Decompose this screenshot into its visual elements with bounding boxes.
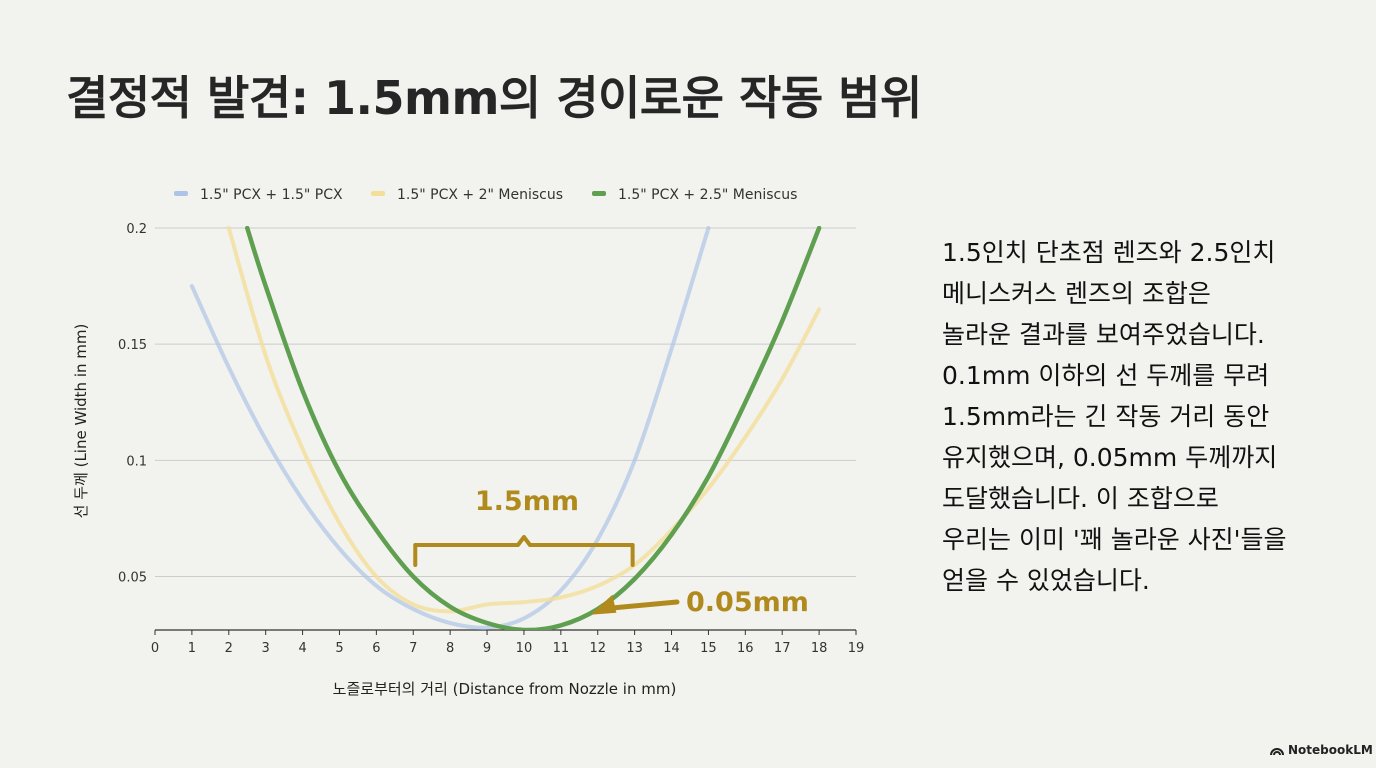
series-pcx-2-meniscus-line (226, 226, 822, 614)
description-line: 1.5인치 단초점 렌즈와 2.5인치 (942, 238, 1276, 267)
page-title: 결정적 발견: 1.5mm의 경이로운 작동 범위 (66, 71, 922, 125)
legend-item: 1.5" PCX + 2.5" Meniscus (592, 187, 797, 203)
range-label: 1.5mm (475, 486, 579, 517)
description-line: 놀라운 결과를 보여주었습니다. (942, 320, 1265, 349)
y-tick-label: 0.15 (118, 338, 147, 353)
x-tick-label: 6 (372, 641, 380, 656)
x-tick-label: 3 (262, 641, 270, 656)
legend-label: 1.5" PCX + 1.5" PCX (200, 187, 343, 203)
x-tick-label: 11 (553, 641, 570, 656)
legend-item: 1.5" PCX + 2" Meniscus (371, 187, 563, 203)
range-bracket (413, 535, 635, 567)
min-label: 0.05mm (686, 587, 809, 618)
series-pcx-25-meniscus-line (244, 226, 822, 630)
x-tick-label: 17 (774, 641, 791, 656)
chart-legend: 1.5" PCX + 1.5" PCX 1.5" PCX + 2" Meniscu… (174, 187, 797, 203)
x-tick-label: 0 (151, 641, 159, 656)
description-line: 유지했으며, 0.05mm 두께까지 (942, 443, 1278, 472)
legend-swatch (592, 191, 606, 196)
chart-grid (155, 227, 856, 578)
y-axis-title: 선 두께 (Line Width in mm) (72, 324, 90, 519)
y-tick-label: 0.1 (126, 454, 147, 469)
x-tick-label: 5 (335, 641, 343, 656)
description-line: 메니스커스 렌즈의 조합은 (942, 279, 1211, 308)
legend-swatch (371, 191, 385, 196)
x-tick-label: 18 (811, 641, 828, 656)
y-tick-label: 0.05 (118, 571, 147, 586)
description-line: 얻을 수 있었습니다. (942, 566, 1150, 595)
brand-label: NotebookLM (1288, 743, 1373, 757)
chart-plot-area (189, 226, 822, 630)
brand-watermark: NotebookLM (1270, 743, 1373, 757)
x-tick-label: 13 (626, 641, 643, 656)
x-tick-label: 4 (298, 641, 306, 656)
x-axis-title: 노즐로부터의 거리 (Distance from Nozzle in mm) (333, 680, 677, 698)
description-line: 도달했습니다. 이 조합으로 (942, 484, 1219, 513)
legend-swatch (174, 191, 188, 196)
legend-label: 1.5" PCX + 2" Meniscus (397, 187, 563, 203)
chart-annotations: 1.5mm 0.05mm (413, 486, 809, 618)
description-line: 0.1mm 이하의 선 두께를 무려 (942, 361, 1270, 390)
y-tick-label: 0.2 (126, 222, 147, 237)
x-tick-label: 8 (446, 641, 454, 656)
series-pcx-pcx-line (189, 226, 711, 630)
description-line: 1.5mm라는 긴 작동 거리 동안 (942, 402, 1270, 431)
x-tick-label: 15 (700, 641, 717, 656)
line-chart: 1.5" PCX + 1.5" PCX 1.5" PCX + 2" Meniscu… (72, 187, 865, 698)
x-tick-label: 14 (663, 641, 680, 656)
legend-label: 1.5" PCX + 2.5" Meniscus (618, 187, 797, 203)
x-tick-label: 7 (409, 641, 417, 656)
notebooklm-logo-icon (1270, 747, 1284, 755)
description-line: 우리는 이미 '꽤 놀라운 사진'들을 (942, 525, 1287, 554)
x-tick-label: 16 (737, 641, 754, 656)
x-tick-label: 10 (516, 641, 533, 656)
x-tick-label: 2 (225, 641, 233, 656)
legend-item: 1.5" PCX + 1.5" PCX (174, 187, 343, 203)
x-tick-label: 19 (848, 641, 865, 656)
min-arrow-shaft (601, 599, 680, 612)
x-tick-label: 9 (483, 641, 491, 656)
x-tick-label: 12 (589, 641, 606, 656)
x-tick-label: 1 (188, 641, 196, 656)
min-arrow-head (590, 594, 617, 615)
